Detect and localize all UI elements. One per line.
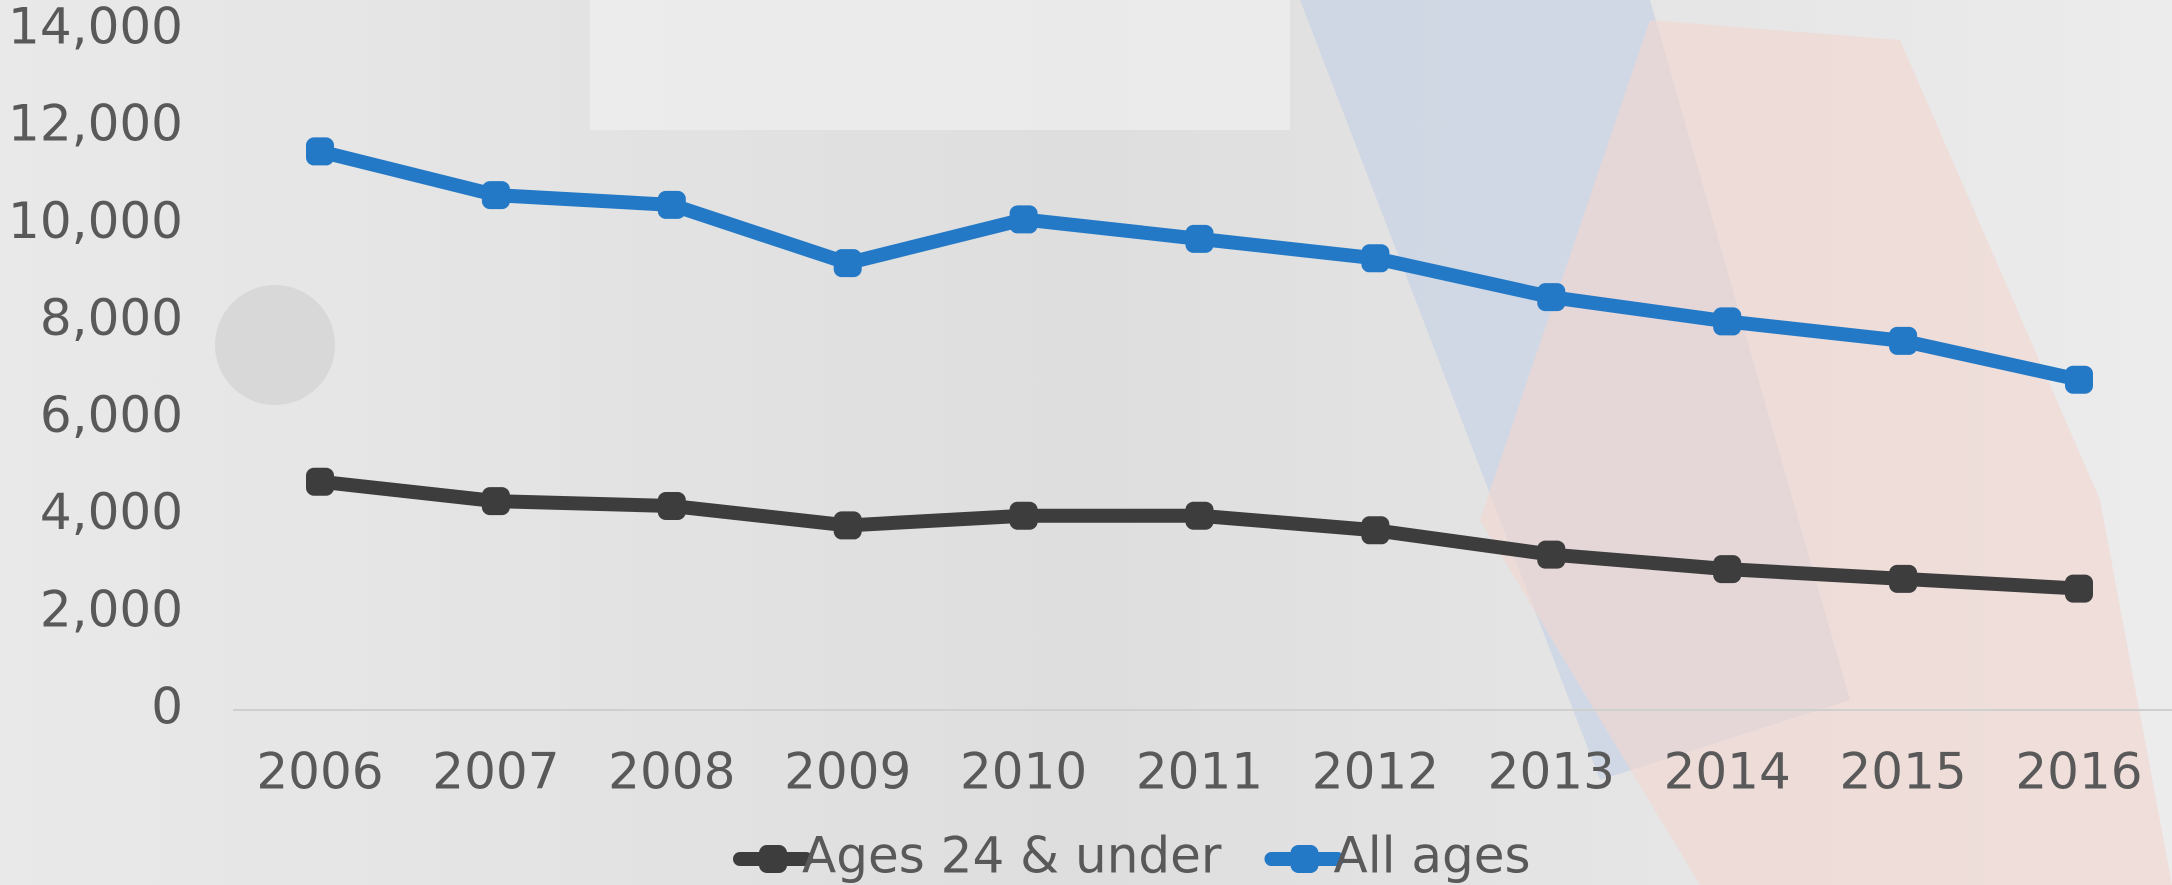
legend-label: All ages [1333, 827, 1530, 885]
data-point [306, 467, 334, 496]
data-point [1185, 501, 1214, 530]
legend: Ages 24 & under All ages [733, 827, 1531, 885]
x-tick-label: 2016 [2015, 743, 2142, 801]
background-shape [215, 285, 335, 405]
data-point [833, 511, 862, 540]
x-tick-label: 2014 [1664, 743, 1791, 801]
y-tick-label: 12,000 [8, 95, 183, 153]
legend-marker [1290, 845, 1319, 873]
data-point [1889, 326, 1918, 355]
data-point [657, 190, 686, 219]
data-point [1713, 307, 1742, 336]
y-tick-label: 8,000 [40, 289, 183, 347]
data-point [306, 137, 334, 166]
y-tick-label: 4,000 [40, 483, 183, 541]
x-tick-label: 2006 [256, 743, 383, 801]
x-tick-label: 2011 [1136, 743, 1263, 801]
data-point [481, 487, 510, 516]
data-point [1889, 564, 1918, 593]
y-tick-label: 6,000 [40, 386, 183, 444]
data-point [2065, 574, 2093, 603]
data-point [1361, 244, 1390, 273]
data-point [1537, 540, 1566, 569]
x-tick-label: 2013 [1488, 743, 1615, 801]
data-point [833, 249, 862, 278]
data-point [481, 181, 510, 210]
legend-marker [759, 845, 787, 873]
background-shape [1480, 20, 2172, 885]
x-tick-label: 2008 [608, 743, 735, 801]
y-tick-label: 14,000 [8, 0, 183, 56]
data-point [1713, 555, 1742, 584]
data-point [657, 492, 686, 520]
y-tick-label: 0 [151, 678, 183, 736]
data-point [1361, 516, 1390, 545]
x-tick-label: 2010 [960, 743, 1087, 801]
x-tick-label: 2009 [784, 743, 911, 801]
data-point [1185, 224, 1214, 253]
data-point [1009, 205, 1038, 234]
background-shape [590, 0, 1290, 130]
x-tick-label: 2015 [1839, 743, 1966, 801]
x-tick-label: 2012 [1312, 743, 1439, 801]
data-point [1537, 283, 1566, 312]
y-tick-label: 10,000 [8, 192, 183, 250]
data-point [1009, 501, 1038, 530]
x-tick-label: 2007 [432, 743, 559, 801]
y-tick-label: 2,000 [40, 580, 183, 638]
legend-label: Ages 24 & under [802, 827, 1222, 885]
data-point [2065, 365, 2093, 394]
